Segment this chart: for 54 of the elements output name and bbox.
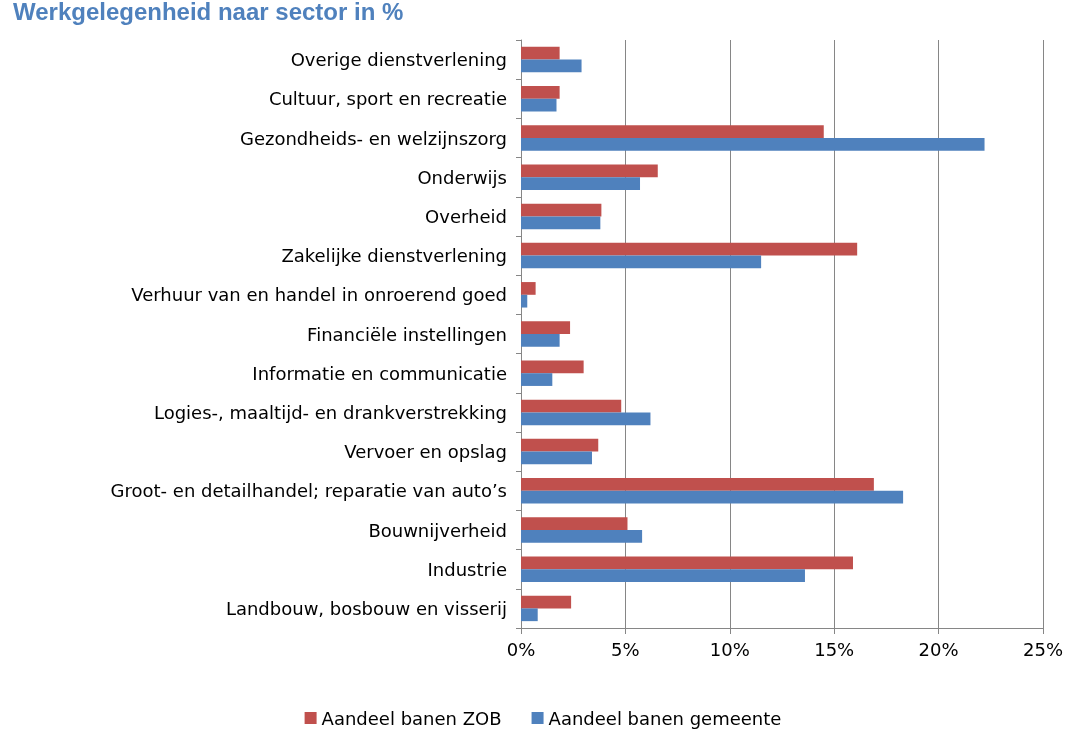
y-tick-label: Industrie — [427, 558, 507, 580]
bar — [521, 255, 762, 269]
bar — [521, 321, 571, 334]
bar — [521, 86, 560, 99]
bar — [521, 373, 553, 386]
y-tick-label: Financiële instellingen — [307, 323, 507, 345]
y-tick-label: Landbouw, bosbouw en visserij — [225, 597, 507, 619]
bar — [521, 282, 536, 295]
y-tick-label: Groot- en detailhandel; reparatie van auto’s — [110, 480, 507, 502]
y-tick-label: Overige dienstverlening — [290, 49, 507, 71]
bar — [521, 608, 538, 622]
bar — [521, 399, 622, 413]
x-tick-label: 20% — [918, 638, 959, 660]
y-tick-label: Zakelijke dienstverlening — [281, 245, 507, 267]
y-tick-label: Onderwijs — [417, 166, 507, 188]
x-tick-label: 0% — [506, 638, 536, 660]
bar — [521, 556, 853, 570]
bar — [521, 438, 599, 452]
y-tick-label: Bouwnijverheid — [368, 519, 507, 541]
bar — [521, 98, 557, 112]
text: Werkgelegenheid naar sector in % — [13, 0, 404, 25]
y-tick-label: Logies-, maaltijd- en drankverstrekking — [153, 401, 507, 423]
y-tick-label: Verhuur van en handel in onroerend goed — [131, 284, 507, 306]
legend-label: Aandeel banen ZOB — [321, 707, 502, 729]
bar — [521, 569, 805, 582]
y-tick-label: Cultuur, sport en recreatie — [268, 88, 507, 110]
bar — [521, 294, 528, 308]
y-tick-label: Vervoer en opslag — [344, 441, 507, 463]
bar — [521, 478, 874, 491]
bar — [521, 360, 584, 374]
bar — [521, 216, 601, 230]
x-tick-label: 10% — [709, 638, 750, 660]
bar — [521, 203, 602, 217]
y-tick-label: Informatie en communicatie — [252, 362, 507, 384]
bar — [521, 164, 658, 178]
bar — [521, 177, 641, 190]
y-tick-label: Overheid — [425, 205, 507, 227]
bar — [521, 125, 824, 138]
bar — [521, 595, 572, 609]
bar — [521, 517, 628, 530]
bar — [521, 138, 985, 151]
bar — [521, 59, 582, 73]
bar — [521, 490, 904, 504]
bar — [521, 451, 592, 465]
bar — [521, 46, 560, 60]
y-tick-label: Gezondheids- en welzijnszorg — [239, 127, 507, 149]
legend-label: Aandeel banen gemeente — [548, 707, 782, 729]
bar — [521, 242, 858, 256]
x-tick-label: 15% — [814, 638, 855, 660]
bar — [521, 530, 643, 543]
bar — [521, 412, 651, 426]
x-tick-label: 5% — [611, 638, 640, 660]
bar — [521, 334, 560, 347]
x-tick-label: 25% — [1022, 638, 1064, 660]
